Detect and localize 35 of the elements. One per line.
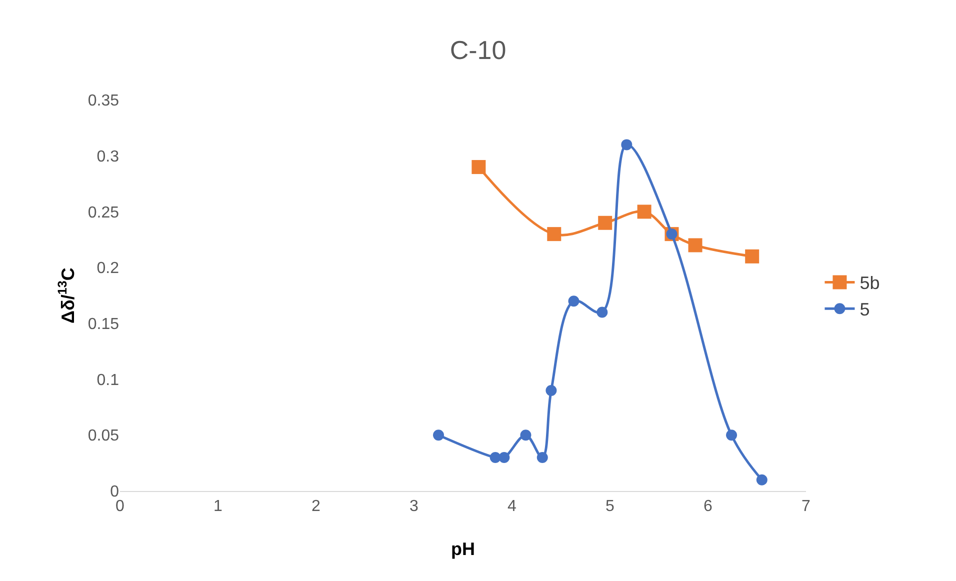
legend-label: 5b [860, 273, 880, 294]
x-tick-label: 3 [410, 498, 419, 516]
point [756, 474, 768, 486]
y-tick-label: 0.05 [88, 428, 120, 445]
y-tick-label: 0.1 [96, 372, 120, 389]
point [472, 160, 486, 174]
x-tick-label: 5 [606, 498, 615, 516]
y-tick-label: 0.35 [88, 92, 120, 110]
x-tick-label: 6 [704, 498, 713, 516]
y-tick-label: 0.15 [88, 316, 120, 334]
point [498, 452, 510, 463]
point [433, 430, 444, 441]
legend-label: 5 [860, 300, 870, 320]
point [568, 296, 580, 307]
point [546, 384, 557, 396]
y-tick-label: 0.3 [96, 148, 120, 166]
x-axis-title: pH [451, 539, 475, 559]
x-tick-label: 7 [802, 498, 811, 516]
point [621, 139, 632, 150]
point [596, 306, 608, 318]
point [547, 227, 562, 242]
y-tick-label: 0.2 [96, 260, 120, 278]
point [536, 452, 548, 463]
point [745, 249, 760, 264]
point [598, 216, 612, 230]
point [520, 430, 532, 441]
x-tick-label: 1 [214, 498, 223, 516]
point [726, 430, 738, 441]
x-tick-label: 4 [508, 498, 517, 516]
y-tick-label: 0 [110, 484, 120, 501]
y-tick-label: 0.25 [88, 204, 120, 222]
chart-title: C-10 [450, 34, 506, 65]
point [688, 238, 702, 252]
point [637, 204, 652, 219]
x-tick-label: 2 [312, 498, 321, 516]
